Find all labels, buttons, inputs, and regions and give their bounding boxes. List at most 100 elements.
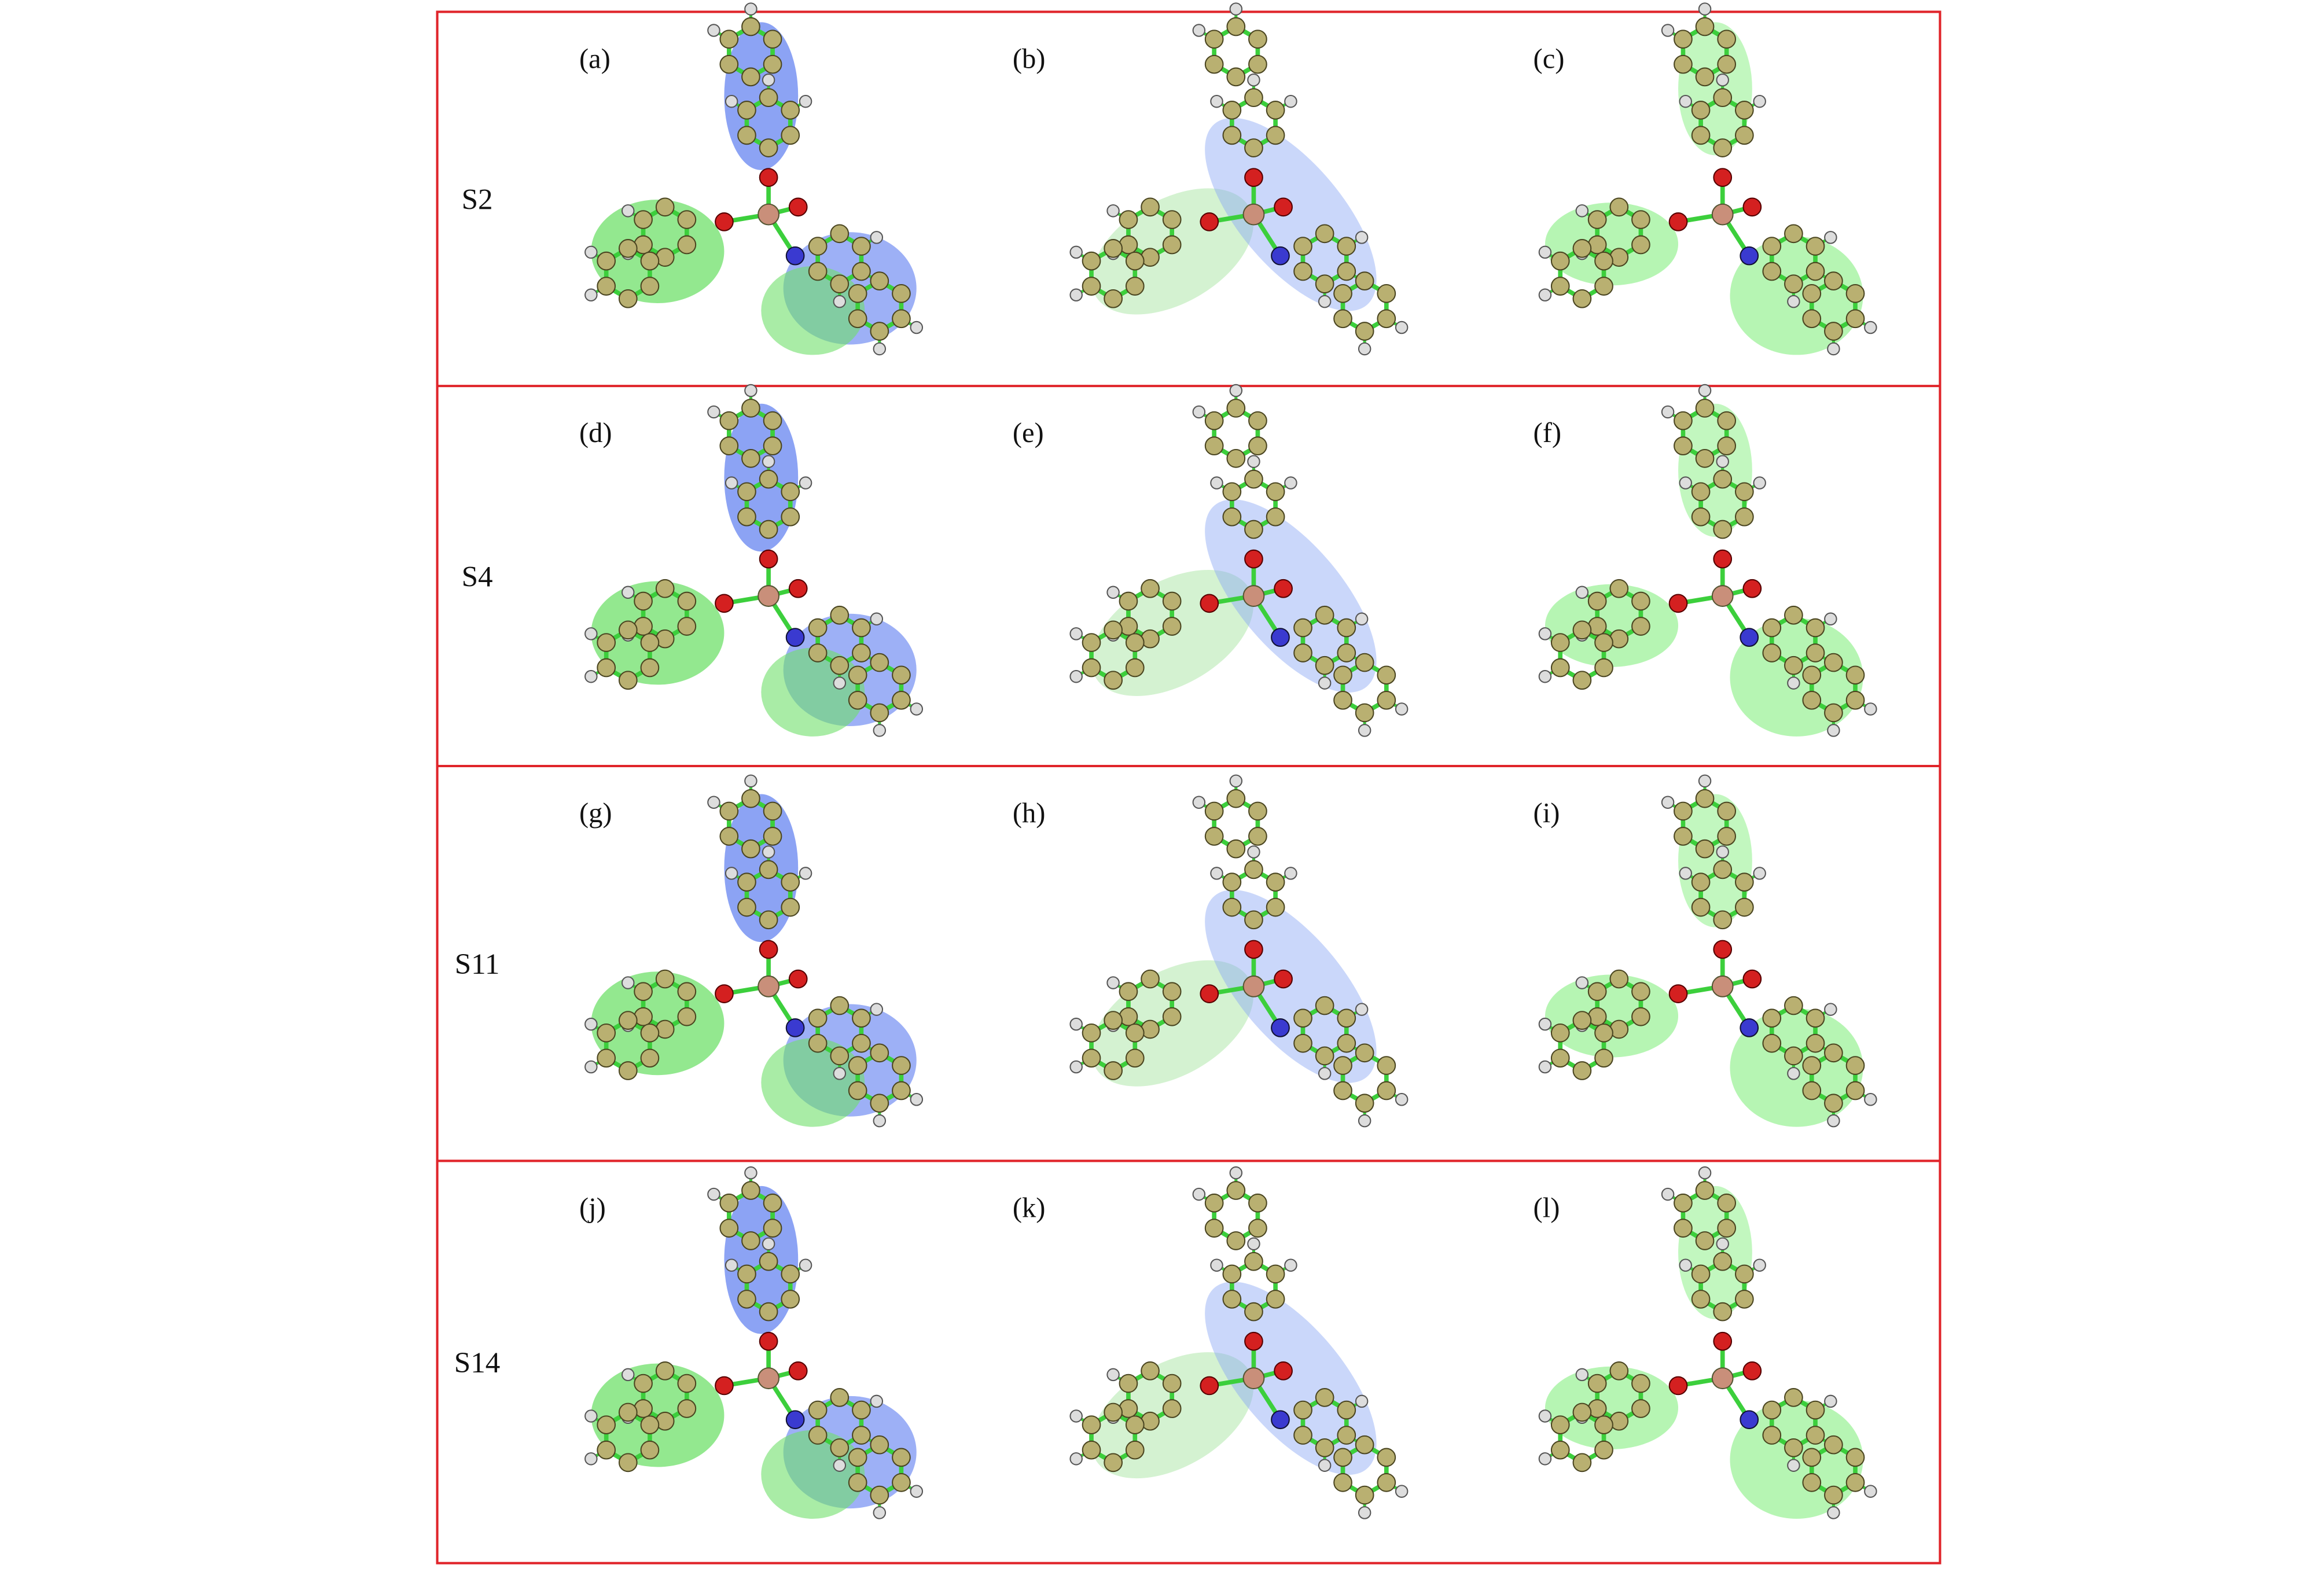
nitrogen-atom — [785, 1018, 805, 1037]
oxygen-atom — [1274, 197, 1293, 217]
carbon-atom — [655, 1361, 675, 1380]
carbon-atom — [1762, 1008, 1782, 1028]
carbon-atom — [759, 88, 778, 108]
hydrogen-atom — [1538, 245, 1552, 259]
hydrogen-atom — [1864, 702, 1877, 716]
carbon-atom — [848, 1081, 867, 1100]
aluminium-atom — [1711, 975, 1734, 997]
carbon-atom — [677, 235, 697, 255]
hydrogen-atom — [1679, 867, 1692, 880]
carbon-atom — [634, 591, 653, 611]
carbon-atom — [1162, 591, 1182, 611]
carbon-atom — [1695, 448, 1715, 468]
carbon-atom — [1717, 1193, 1737, 1213]
molecule — [1538, 384, 1877, 737]
hydrogen-atom — [1661, 24, 1675, 37]
carbon-atom — [892, 1473, 911, 1492]
carbon-atom — [808, 237, 828, 256]
carbon-atom — [737, 872, 756, 892]
hydrogen-atom — [584, 1409, 598, 1423]
carbon-atom — [1594, 1415, 1613, 1435]
carbon-atom — [737, 482, 756, 502]
carbon-atom — [848, 284, 867, 303]
carbon-atom — [1141, 579, 1160, 598]
carbon-atom — [1125, 1023, 1145, 1043]
carbon-atom — [1762, 643, 1782, 662]
carbon-atom — [781, 101, 800, 120]
carbon-atom — [677, 1007, 697, 1026]
carbon-atom — [1226, 789, 1246, 808]
carbon-atom — [1355, 1094, 1374, 1113]
carbon-atom — [1125, 633, 1145, 652]
hydrogen-atom — [584, 1060, 598, 1074]
hydrogen-atom — [1679, 1258, 1692, 1272]
carbon-atom — [781, 1264, 800, 1284]
molecule — [1538, 774, 1877, 1128]
carbon-atom — [852, 1426, 871, 1445]
oxygen-atom — [788, 1361, 808, 1380]
carbon-atom — [1377, 1448, 1396, 1467]
carbon-atom — [830, 996, 850, 1015]
carbon-atom — [741, 448, 760, 468]
carbon-atom — [1717, 436, 1737, 455]
carbon-atom — [1631, 1399, 1650, 1418]
carbon-atom — [870, 703, 889, 723]
carbon-atom — [852, 1400, 871, 1420]
hydrogen-atom — [725, 476, 738, 489]
panel-label: (c) — [1534, 43, 1565, 75]
hydrogen-atom — [1106, 204, 1120, 218]
carbon-atom — [1248, 54, 1267, 74]
carbon-atom — [1784, 605, 1803, 625]
carbon-atom — [1691, 101, 1711, 120]
hydrogen-atom — [584, 288, 598, 302]
carbon-atom — [1713, 520, 1733, 539]
carbon-atom — [1315, 996, 1334, 1015]
carbon-atom — [1631, 591, 1650, 611]
oxygen-atom — [788, 197, 808, 217]
panel-label: (b) — [1013, 43, 1046, 75]
oxygen-atom — [715, 212, 734, 231]
hydrogen-atom — [621, 976, 635, 989]
carbon-atom — [1125, 277, 1145, 296]
hydrogen-atom — [1716, 845, 1729, 859]
carbon-atom — [1377, 1056, 1396, 1075]
carbon-atom — [1572, 671, 1592, 690]
carbon-atom — [1762, 237, 1782, 256]
panel-label: (d) — [579, 417, 612, 448]
carbon-atom — [830, 1046, 850, 1066]
carbon-atom — [1266, 101, 1285, 120]
carbon-atom — [1222, 1290, 1242, 1309]
carbon-atom — [1104, 239, 1123, 258]
carbon-atom — [1293, 1426, 1312, 1445]
carbon-atom — [1104, 1402, 1123, 1422]
carbon-atom — [1248, 1193, 1267, 1213]
hydrogen-atom — [1358, 724, 1371, 737]
carbon-atom — [1734, 897, 1754, 917]
panel-label: (k) — [1013, 1192, 1046, 1224]
carbon-atom — [1162, 982, 1182, 1002]
hydrogen-atom — [1753, 1258, 1766, 1272]
carbon-atom — [808, 618, 828, 638]
hydrogen-atom — [873, 342, 887, 356]
hydrogen-atom — [1069, 627, 1083, 640]
oxygen-atom — [1742, 197, 1762, 217]
carbon-atom — [1162, 1374, 1182, 1393]
carbon-atom — [892, 1448, 911, 1467]
carbon-atom — [1550, 633, 1570, 652]
carbon-atom — [1293, 237, 1312, 256]
aluminium-atom — [1711, 1367, 1734, 1390]
carbon-atom — [1784, 1046, 1803, 1066]
carbon-atom — [1082, 277, 1101, 296]
carbon-atom — [677, 591, 697, 611]
hydrogen-atom — [833, 1459, 847, 1472]
carbon-atom — [1695, 67, 1715, 87]
carbon-atom — [618, 1453, 638, 1472]
hydrogen-atom — [1698, 1166, 1712, 1180]
carbon-atom — [852, 618, 871, 638]
carbon-atom — [655, 197, 675, 217]
carbon-atom — [1734, 1264, 1754, 1284]
carbon-atom — [1734, 482, 1754, 502]
carbon-atom — [1204, 411, 1224, 430]
carbon-atom — [1204, 54, 1224, 74]
carbon-atom — [1824, 271, 1843, 290]
